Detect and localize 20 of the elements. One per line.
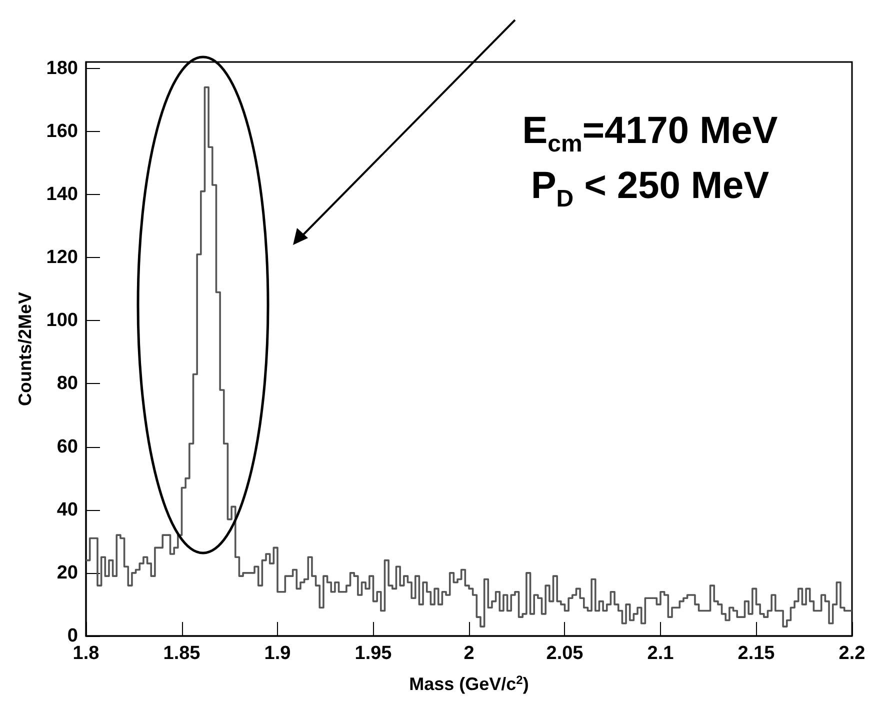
y-tick-label: 20 <box>56 562 78 584</box>
y-tick-label: 40 <box>56 499 78 520</box>
y-tick-label: 80 <box>56 373 78 394</box>
annotation: E$_{cm}$=4170 MeV <box>521 110 779 159</box>
y-tick-label: 180 <box>46 58 78 79</box>
x-tick-label: 2.2 <box>838 643 866 664</box>
x-tick-label: 1.9 <box>264 643 291 664</box>
y-tick-label: 60 <box>56 436 78 458</box>
x-tick-label: 2 <box>464 643 474 664</box>
y-tick-label: 120 <box>46 247 78 268</box>
x-tick-label: 2.1 <box>647 643 674 664</box>
x-tick-label: 2.05 <box>546 643 584 664</box>
x-tick-label: 1.85 <box>163 643 201 664</box>
y-tick-label: 140 <box>46 184 78 205</box>
y-tick-label: 100 <box>46 310 78 332</box>
y-axis-title: Counts/2MeV <box>15 292 35 406</box>
y-tick-label: 160 <box>46 120 78 142</box>
x-tick-label: 1.95 <box>354 643 392 664</box>
annotation: P$_{D}$ < 250 MeV <box>530 165 770 214</box>
x-tick-label: 2.15 <box>738 643 776 664</box>
